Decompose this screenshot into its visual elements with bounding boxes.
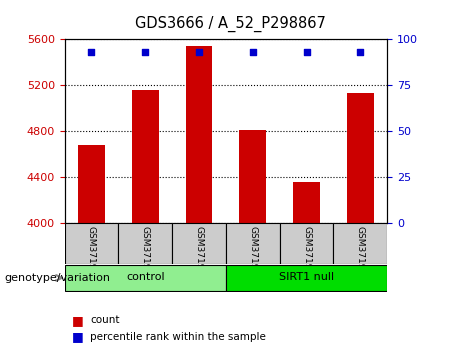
Bar [118,223,172,264]
Point [195,49,203,55]
Point [88,49,95,55]
Bar [65,223,118,264]
Bar [78,145,105,223]
Text: count: count [90,315,119,325]
Point [357,49,364,55]
Text: ■: ■ [71,331,83,343]
Text: genotype/variation: genotype/variation [5,273,111,283]
Bar [226,265,387,291]
Text: percentile rank within the sample: percentile rank within the sample [90,332,266,342]
Text: GDS3666 / A_52_P298867: GDS3666 / A_52_P298867 [135,16,326,32]
Bar [226,223,280,264]
Text: control: control [126,272,165,282]
Bar [132,90,159,223]
Bar [185,46,213,223]
Text: GSM371990: GSM371990 [195,226,203,281]
Text: GSM371989: GSM371989 [141,226,150,281]
Text: GSM371993: GSM371993 [356,226,365,281]
Bar [293,182,320,223]
Bar [172,223,226,264]
Text: GSM371991: GSM371991 [248,226,257,281]
Text: GSM371988: GSM371988 [87,226,96,281]
Bar [239,130,266,223]
Bar [280,223,333,264]
Bar [65,265,226,291]
Bar [347,93,374,223]
Point [142,49,149,55]
Point [303,49,310,55]
Text: GSM371992: GSM371992 [302,226,311,281]
Bar [333,223,387,264]
Text: ■: ■ [71,314,83,327]
Text: SIRT1 null: SIRT1 null [279,272,334,282]
Point [249,49,256,55]
